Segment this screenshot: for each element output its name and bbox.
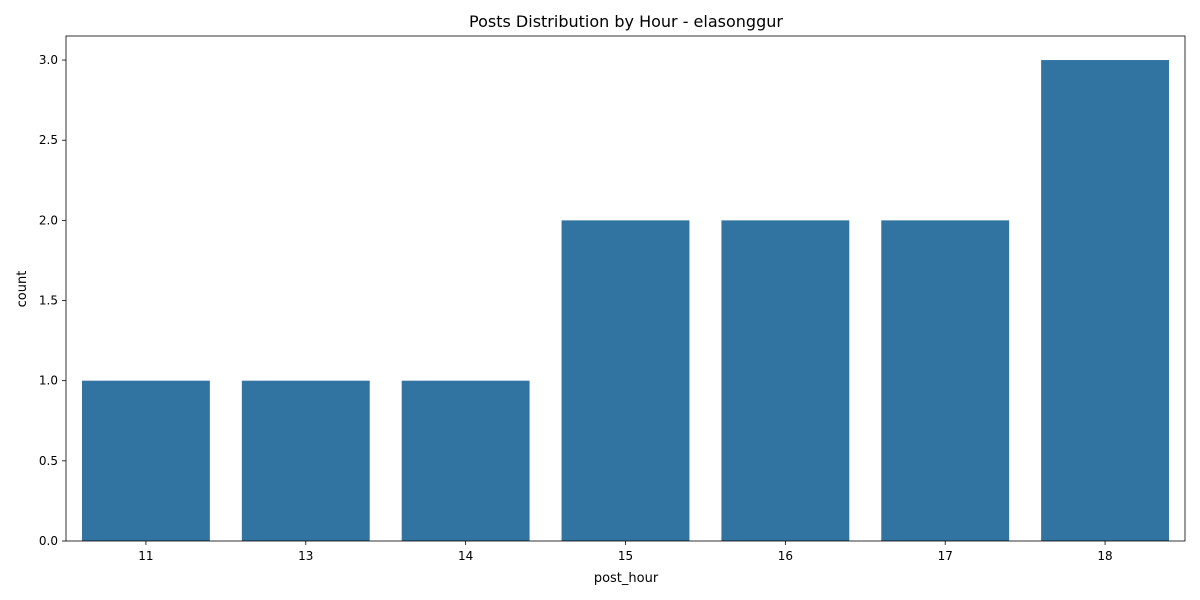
y-tick-label: 3.0 xyxy=(39,53,58,67)
bar-14 xyxy=(401,380,530,541)
bar-11 xyxy=(81,380,210,541)
bar-13 xyxy=(241,380,370,541)
bars-group xyxy=(81,60,1170,542)
x-tick-label: 18 xyxy=(1097,549,1112,563)
x-tick-label: 14 xyxy=(458,549,473,563)
bar-17 xyxy=(881,220,1010,541)
y-axis-ticks: 0.0 0.5 1.0 1.5 2.0 2.5 3.0 xyxy=(39,53,66,548)
y-tick-label: 0.5 xyxy=(39,454,58,468)
y-axis-label: count xyxy=(15,271,30,308)
x-tick-label: 11 xyxy=(138,549,153,563)
bar-18 xyxy=(1041,60,1170,542)
x-tick-label: 17 xyxy=(938,549,953,563)
x-tick-label: 16 xyxy=(778,549,793,563)
plot-frame xyxy=(65,35,1186,542)
y-tick-label: 1.5 xyxy=(39,294,58,308)
x-tick-label: 15 xyxy=(618,549,633,563)
y-tick-label: 2.0 xyxy=(39,213,58,227)
y-tick-label: 2.5 xyxy=(39,133,58,147)
x-tick-label: 13 xyxy=(298,549,313,563)
x-axis-label: post_hour xyxy=(594,571,659,586)
x-axis-ticks: 11 13 14 15 16 17 18 xyxy=(138,541,1113,563)
y-tick-label: 1.0 xyxy=(39,374,58,388)
y-tick-label: 0.0 xyxy=(39,534,58,548)
chart-title: Posts Distribution by Hour - elasonggur xyxy=(469,12,783,31)
bar-15 xyxy=(561,220,690,541)
bar-16 xyxy=(721,220,850,541)
